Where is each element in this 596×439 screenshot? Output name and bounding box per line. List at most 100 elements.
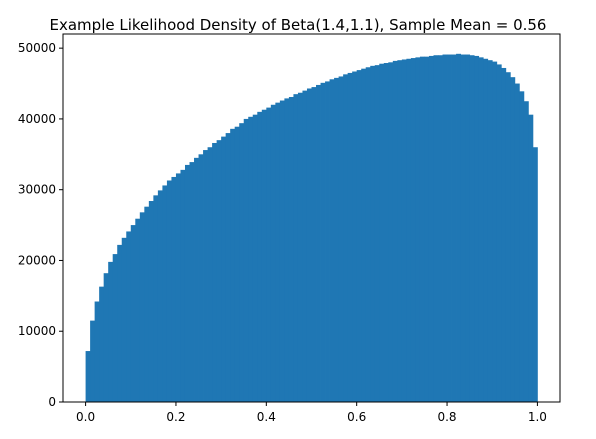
histogram-bar — [139, 212, 145, 402]
histogram-bar — [505, 72, 511, 402]
histogram-bar — [374, 65, 380, 402]
histogram-bar — [447, 54, 452, 403]
histogram-bar — [406, 58, 412, 403]
histogram-bar — [194, 157, 199, 402]
histogram-bar — [297, 92, 303, 402]
histogram-bar — [410, 58, 416, 403]
x-tick-label: 0.0 — [76, 410, 95, 424]
histogram-bar — [528, 114, 534, 402]
histogram-bar — [365, 67, 371, 402]
histogram-bar — [347, 72, 353, 402]
histogram-bar — [465, 54, 471, 403]
histogram-bar — [334, 77, 340, 402]
histogram-bar — [157, 190, 163, 402]
histogram-bar — [352, 71, 358, 402]
histogram-bar — [275, 102, 281, 403]
histogram-bar — [252, 114, 258, 402]
histogram-bar — [419, 56, 425, 403]
y-tick-label: 50000 — [18, 41, 56, 55]
histogram-bar — [284, 98, 290, 403]
histogram-bar — [320, 82, 326, 402]
y-tick-label: 30000 — [18, 183, 56, 197]
histogram-bar — [221, 136, 227, 402]
histogram-bar — [316, 84, 321, 402]
histogram-bar — [225, 133, 231, 403]
histogram-bar — [397, 60, 403, 402]
histogram-bar — [148, 201, 154, 402]
x-tick-label: 0.8 — [437, 410, 456, 424]
histogram-bar — [189, 162, 195, 402]
histogram-bar — [144, 206, 150, 402]
histogram-bar — [293, 94, 299, 403]
histogram-bar — [248, 116, 254, 403]
y-tick-label: 0 — [48, 395, 56, 409]
histogram-bar — [198, 154, 204, 402]
histogram-bar — [184, 164, 190, 402]
histogram-bar — [117, 244, 123, 402]
histogram-bar — [175, 173, 181, 402]
histogram-bar — [383, 63, 389, 403]
histogram-bar — [388, 62, 394, 403]
histogram-bar — [230, 128, 236, 403]
histogram-bar — [496, 64, 502, 402]
plot-frame — [62, 33, 561, 403]
histogram-bar — [329, 79, 335, 403]
histogram-bar — [442, 54, 448, 403]
histogram-bar — [243, 118, 249, 402]
histogram-bar — [532, 147, 538, 402]
histogram-bar — [469, 55, 475, 402]
histogram-bar — [212, 142, 218, 402]
histogram-bar — [166, 180, 172, 402]
x-tick-label: 1.0 — [528, 410, 547, 424]
histogram-bar — [451, 54, 457, 403]
histogram-bar — [288, 96, 294, 402]
histogram-bar — [501, 67, 507, 402]
chart-title: Example Likelihood Density of Beta(1.4,1… — [50, 16, 547, 34]
histogram-bar — [483, 58, 489, 403]
histogram-bar — [311, 87, 317, 403]
histogram-bar — [171, 176, 177, 402]
histogram-bar — [415, 57, 421, 402]
histogram-bar — [510, 77, 516, 403]
histogram-bar — [343, 74, 349, 402]
histogram-bar — [325, 81, 330, 403]
histogram-bars — [85, 53, 538, 403]
histogram-bar — [203, 150, 208, 402]
histogram-bar — [361, 68, 367, 402]
histogram-bar — [94, 301, 100, 402]
histogram-bar — [514, 83, 520, 403]
histogram-bar — [474, 55, 480, 402]
histogram-bar — [90, 320, 96, 402]
histogram-bar — [492, 61, 498, 402]
histogram-bar — [478, 57, 484, 402]
histogram-bar — [234, 126, 240, 402]
histogram-bar — [257, 111, 263, 402]
histogram-bar — [428, 55, 434, 402]
x-tick-label: 0.4 — [257, 410, 276, 424]
histogram-bar — [108, 261, 114, 402]
histogram-bar — [370, 65, 376, 402]
histogram-bar — [239, 123, 245, 403]
histogram-bar — [433, 55, 439, 402]
histogram-bar — [523, 101, 529, 402]
histogram-bar — [103, 273, 109, 402]
histogram-bar — [279, 100, 285, 403]
histogram-bar — [85, 351, 91, 402]
x-tick-label: 0.2 — [166, 410, 185, 424]
histogram-bar — [302, 90, 308, 402]
axes: 0.0 0.2 0.4 0.6 0.8 1.0 0 10000 20000 30000 40000 5… — [18, 33, 561, 424]
x-tick-label: 0.6 — [347, 410, 366, 424]
histogram-bar — [379, 63, 385, 402]
histogram-bar — [270, 104, 276, 403]
histogram-bar — [162, 185, 168, 402]
histogram-bar — [401, 59, 407, 402]
histogram-bar — [456, 53, 461, 403]
histogram-bar — [99, 286, 105, 402]
histogram-bar — [266, 107, 272, 402]
histogram-bar — [306, 88, 312, 402]
y-tick-label: 10000 — [18, 324, 56, 338]
histogram-bar — [460, 54, 466, 403]
histogram-bar — [487, 60, 493, 402]
